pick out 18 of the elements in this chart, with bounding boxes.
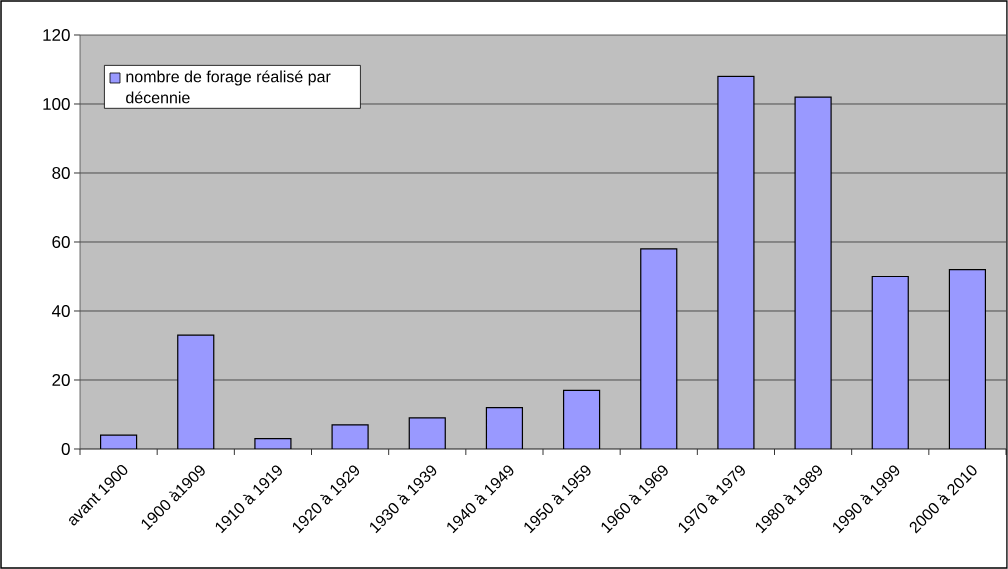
bar	[485, 406, 524, 449]
bar	[331, 424, 369, 449]
bar	[408, 417, 446, 449]
bar	[640, 248, 678, 449]
y-tick-label: 120	[43, 28, 70, 42]
y-tick-label: 0	[61, 442, 70, 456]
y-tick-label: 80	[52, 166, 70, 180]
bar	[948, 268, 987, 449]
y-tick-label: 20	[52, 373, 70, 387]
bar	[794, 96, 832, 449]
y-tick-label: 60	[52, 235, 70, 249]
bar	[717, 75, 755, 449]
bar	[177, 334, 215, 449]
bar	[871, 275, 909, 449]
y-tick-label: 100	[43, 97, 70, 111]
legend-label: nombre de forage réalisé par décennie	[126, 70, 331, 104]
bar	[562, 389, 601, 449]
y-tick-label: 40	[51, 304, 70, 318]
